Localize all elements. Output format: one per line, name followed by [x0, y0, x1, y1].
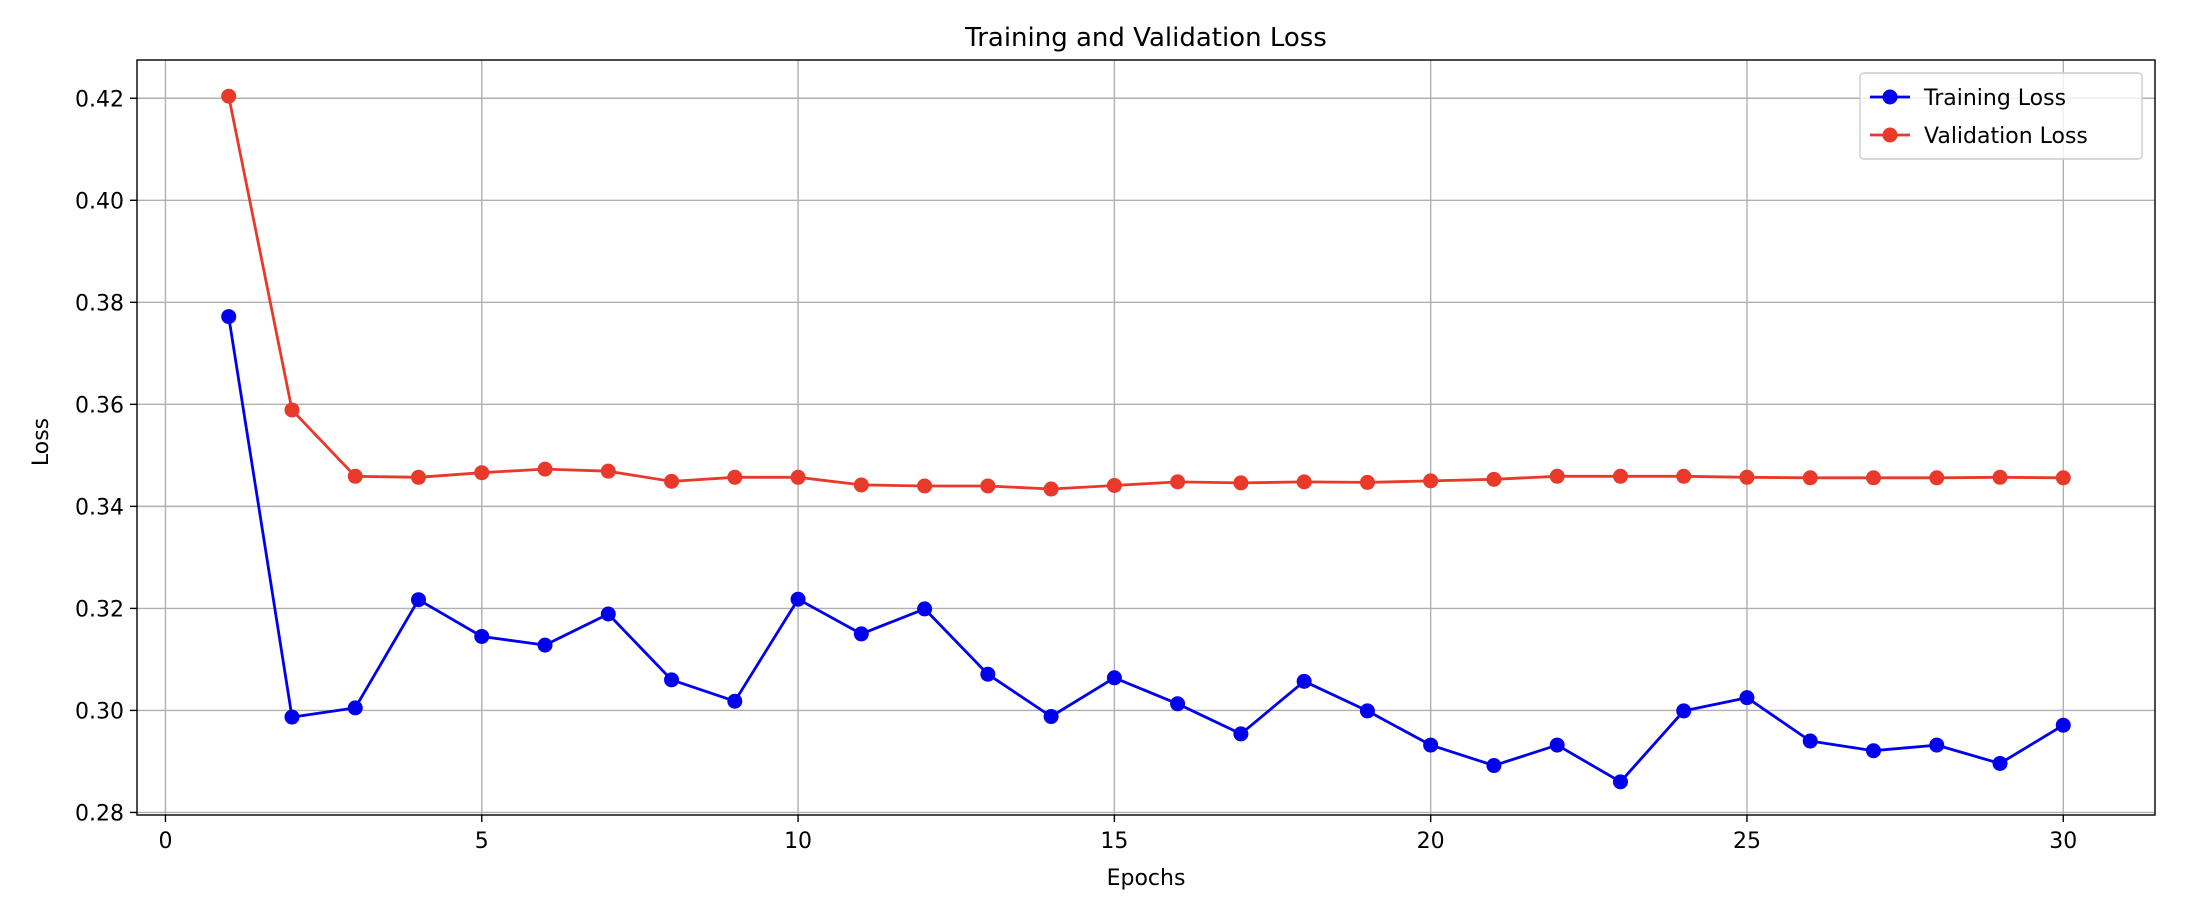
validation-loss-line	[227, 95, 2064, 491]
x-tick-label: 20	[1417, 829, 1445, 854]
x-tick-label: 15	[1100, 829, 1128, 854]
training-loss-legend-label: Training Loss	[1923, 86, 2066, 111]
validation-loss-point	[474, 465, 490, 481]
training-loss-point	[1233, 726, 1249, 742]
validation-loss-point	[664, 473, 680, 489]
training-loss-point	[347, 700, 363, 716]
validation-loss-point	[1106, 477, 1122, 493]
y-tick-label: 0.36	[75, 393, 124, 418]
validation-loss-legend-marker	[1882, 127, 1898, 143]
training-loss-point	[1423, 737, 1439, 753]
validation-loss-point	[537, 461, 553, 477]
x-tick-label: 25	[1733, 829, 1761, 854]
y-tick-label: 0.40	[75, 189, 124, 214]
training-loss-point	[853, 626, 869, 642]
training-loss-point	[1043, 709, 1059, 725]
training-loss-point	[221, 309, 237, 325]
validation-loss-point	[1043, 481, 1059, 497]
validation-loss-point	[1486, 471, 1502, 487]
training-loss-point	[2055, 717, 2071, 733]
legend-box	[1859, 72, 2143, 160]
y-axis-label: Loss	[29, 418, 54, 466]
validation-loss-point	[1802, 470, 1818, 486]
training-loss-point	[411, 592, 427, 608]
training-loss-point	[1992, 755, 2008, 771]
training-loss-point	[727, 693, 743, 709]
y-tick-label: 0.28	[75, 801, 124, 826]
training-loss-point	[284, 709, 300, 725]
validation-loss-legend-label: Validation Loss	[1924, 124, 2088, 149]
x-tick-label: 5	[475, 829, 489, 854]
training-loss-line	[227, 316, 2065, 784]
training-loss-point	[1106, 670, 1122, 686]
training-loss-point	[1170, 696, 1186, 712]
validation-loss-point	[1865, 470, 1881, 486]
training-loss-point	[1676, 703, 1692, 719]
y-tick-label: 0.42	[75, 87, 124, 112]
validation-loss-point	[853, 477, 869, 493]
validation-loss-point	[917, 478, 933, 494]
x-tick-label: 0	[158, 829, 172, 854]
training-loss-point	[664, 672, 680, 688]
validation-loss-point	[2055, 470, 2071, 486]
y-tick-label: 0.32	[75, 597, 124, 622]
validation-loss-point	[1423, 473, 1439, 489]
validation-loss-point	[221, 88, 237, 104]
ticks: 0 5 10 15 20 25 30 0.28 0.30 0.32 0.34 0.36 0.38 0.40…	[75, 87, 2077, 854]
validation-loss-point	[1992, 469, 2008, 485]
training-loss-point	[1802, 733, 1818, 749]
grid	[137, 60, 2155, 815]
legend: Training Loss Validation Loss	[1859, 72, 2143, 160]
validation-loss-point	[1549, 468, 1565, 484]
plot-frame	[136, 59, 2156, 816]
validation-loss-point	[1296, 474, 1312, 490]
y-tick-label: 0.38	[75, 291, 124, 316]
training-loss-legend-marker	[1882, 89, 1898, 105]
validation-loss-point	[980, 478, 996, 494]
training-loss-point	[1929, 737, 1945, 753]
x-axis-label: Epochs	[1107, 866, 1186, 891]
validation-loss-point	[1739, 469, 1755, 485]
validation-loss-point	[1170, 474, 1186, 490]
validation-loss-point	[347, 468, 363, 484]
training-loss-point	[474, 628, 490, 644]
training-loss-point	[1865, 743, 1881, 759]
training-loss-point	[1739, 690, 1755, 706]
validation-loss-point	[727, 469, 743, 485]
training-loss-point	[1549, 737, 1565, 753]
series-layer	[221, 88, 2071, 790]
validation-loss-point	[284, 402, 300, 418]
x-tick-label: 30	[2049, 829, 2077, 854]
validation-loss-point	[1233, 475, 1249, 491]
validation-loss-point	[1612, 468, 1628, 484]
training-loss-point	[790, 591, 806, 607]
training-loss-point	[1612, 774, 1628, 790]
training-loss-point	[917, 601, 933, 617]
validation-loss-point	[600, 463, 616, 479]
chart-title: Training and Validation Loss	[964, 23, 1327, 53]
training-loss-point	[1486, 758, 1502, 774]
validation-loss-point	[1359, 474, 1375, 490]
validation-loss-point	[790, 469, 806, 485]
x-tick-label: 10	[784, 829, 812, 854]
validation-loss-point	[1929, 470, 1945, 486]
y-tick-label: 0.30	[75, 699, 124, 724]
training-loss-point	[537, 637, 553, 653]
training-loss-point	[600, 606, 616, 622]
training-loss-point	[980, 666, 996, 682]
validation-loss-point	[411, 469, 427, 485]
training-loss-point	[1359, 703, 1375, 719]
validation-loss-point	[1676, 468, 1692, 484]
y-tick-label: 0.34	[75, 495, 124, 520]
training-loss-point	[1296, 673, 1312, 689]
